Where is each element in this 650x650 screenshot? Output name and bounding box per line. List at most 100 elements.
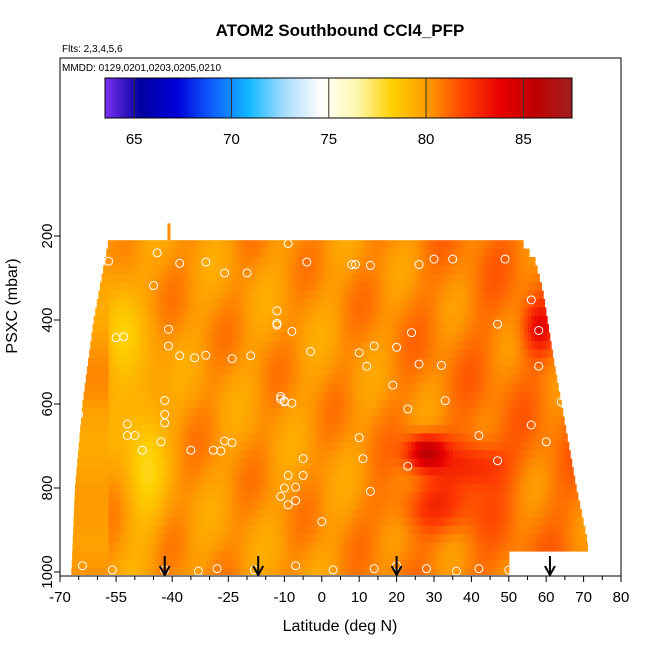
curtain-cell	[478, 391, 484, 401]
curtain-cell	[224, 290, 229, 300]
curtain-cell	[273, 248, 278, 258]
curtain-cell	[146, 299, 151, 308]
curtain-cell	[553, 450, 559, 460]
curtain-cell	[153, 458, 158, 468]
curtain-cell	[295, 399, 300, 409]
curtain-cell	[190, 500, 196, 510]
curtain-cell	[374, 374, 379, 384]
curtain-cell	[153, 433, 158, 443]
curtain-cell	[434, 257, 439, 266]
curtain-cell	[385, 483, 390, 493]
curtain-cell	[291, 324, 297, 334]
curtain-cell	[179, 357, 185, 367]
curtain-cell	[127, 450, 132, 460]
curtain-cell	[258, 290, 263, 300]
curtain-cell	[407, 399, 413, 409]
curtain-cell	[497, 391, 502, 401]
curtain-cell	[265, 290, 271, 300]
curtain-cell	[463, 509, 469, 518]
curtain-cell	[239, 349, 244, 359]
curtain-cell	[235, 542, 241, 552]
observation-point	[130, 431, 140, 440]
curtain-cell	[531, 290, 536, 300]
curtain-cell	[381, 391, 386, 401]
curtain-cell	[329, 534, 334, 544]
curtain-cell	[134, 500, 140, 510]
curtain-cell	[351, 458, 357, 468]
curtain-cell	[179, 273, 185, 283]
curtain-cell	[557, 416, 562, 426]
curtain-cell	[318, 357, 323, 367]
curtain-cell	[288, 475, 293, 485]
curtain-cell	[205, 332, 211, 342]
curtain-cell	[116, 383, 121, 392]
curtain-cell	[340, 559, 345, 569]
curtain-cell	[310, 383, 315, 392]
curtain-cell	[347, 450, 353, 460]
curtain-cell	[549, 500, 555, 510]
curtain-cell	[377, 315, 383, 325]
curtain-cell	[194, 257, 199, 266]
curtain-cell	[291, 341, 297, 350]
observation-point	[537, 260, 547, 270]
curtain-cell	[243, 559, 248, 569]
curtain-cell	[463, 534, 469, 544]
curtain-cell	[190, 341, 196, 350]
curtain-cell	[579, 534, 585, 544]
curtain-cell	[404, 551, 409, 560]
curtain-cell	[228, 433, 233, 443]
curtain-cell	[318, 483, 323, 493]
curtain-cell	[508, 441, 514, 451]
curtain-cell	[314, 240, 319, 250]
curtain-cell	[183, 551, 188, 560]
curtain-cell	[149, 273, 155, 283]
curtain-cell	[564, 475, 570, 485]
curtain-cell	[534, 492, 540, 502]
curtain-cell	[157, 282, 162, 292]
curtain-cell	[134, 391, 140, 401]
curtain-cell	[512, 483, 517, 493]
curtain-cell	[351, 425, 357, 434]
curtain-cell	[482, 542, 487, 552]
curtain-cell	[344, 383, 349, 392]
curtain-cell	[247, 534, 252, 544]
curtain-cell	[385, 349, 390, 359]
curtain-cell	[407, 509, 413, 518]
curtain-cell	[347, 282, 353, 292]
curtain-cell	[168, 467, 173, 476]
curtain-cell	[205, 509, 211, 518]
curtain-cell	[389, 416, 394, 426]
curtain-cell	[351, 265, 357, 275]
curtain-cell	[160, 551, 166, 560]
curtain-cell	[127, 551, 132, 560]
curtain-cell	[445, 450, 450, 460]
curtain-cell	[336, 357, 342, 367]
curtain-cell	[392, 467, 398, 476]
curtain-cell	[329, 517, 334, 527]
curtain-cell	[355, 282, 360, 292]
curtain-cell	[347, 492, 353, 502]
curtain-cell	[441, 509, 446, 518]
curtain-cell	[512, 425, 517, 434]
curtain-cell	[452, 441, 458, 451]
curtain-cell	[508, 534, 514, 544]
curtain-cell	[527, 517, 532, 527]
curtain-cell	[243, 509, 248, 518]
curtain-cell	[168, 517, 173, 527]
curtain-cell	[172, 290, 177, 300]
curtain-cell	[534, 534, 540, 544]
curtain-cell	[179, 248, 185, 258]
curtain-cell	[471, 517, 476, 527]
curtain-cell	[119, 475, 125, 485]
curtain-cell	[415, 525, 420, 535]
curtain-cell	[520, 433, 525, 443]
curtain-cell	[235, 332, 241, 342]
curtain-cell	[153, 257, 158, 266]
curtain-cell	[209, 332, 214, 342]
curtain-cell	[374, 433, 379, 443]
curtain-cell	[415, 357, 420, 367]
curtain-cell	[205, 374, 211, 384]
curtain-cell	[389, 408, 394, 418]
curtain-cell	[538, 492, 544, 502]
curtain-cell	[261, 441, 267, 451]
